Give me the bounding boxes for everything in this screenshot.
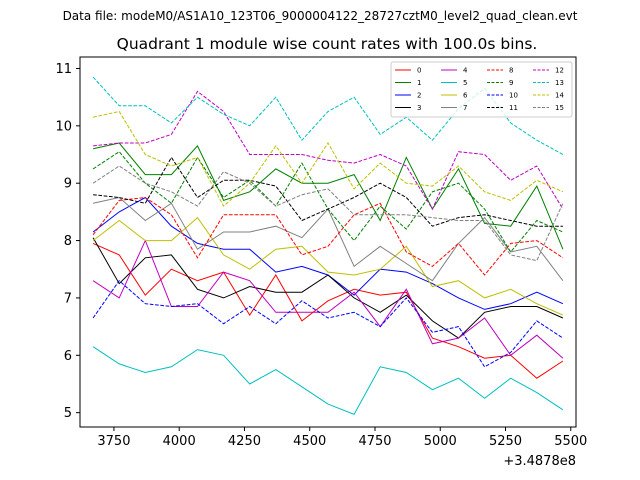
legend-label-11: 11 — [509, 104, 518, 112]
series-line-9 — [92, 151, 564, 253]
series-line-12 — [93, 90, 564, 211]
series-line-1 — [92, 142, 564, 250]
y-tick-label: 6 — [64, 349, 72, 364]
y-tick-label: 10 — [55, 119, 72, 134]
x-tick-label: 5500 — [554, 434, 587, 449]
legend-label-13: 13 — [555, 79, 564, 87]
series-line-3 — [92, 237, 564, 339]
legend-label-7: 7 — [463, 104, 467, 112]
series-lines — [92, 76, 564, 416]
series-line-11 — [93, 156, 563, 227]
y-tick-label: 8 — [64, 234, 72, 249]
series-line-0 — [92, 242, 564, 379]
chart-title: Quadrant 1 module wise count rates with … — [117, 35, 538, 53]
legend-label-15: 15 — [555, 104, 564, 112]
legend-label-14: 14 — [555, 92, 564, 100]
y-tick-label: 11 — [55, 62, 72, 77]
y-axis: 5 6 7 8 9 10 11 — [55, 62, 80, 421]
series-line-14 — [92, 110, 564, 207]
series-line-6 — [92, 216, 564, 316]
legend-label-8: 8 — [509, 67, 513, 75]
series-line-4 — [92, 239, 564, 359]
legend-label-4: 4 — [463, 67, 468, 75]
series-line-8 — [92, 196, 564, 276]
data-file-label: Data file: modeM0/AS1A10_123T06_90000041… — [63, 9, 578, 23]
x-axis-offset-label: +3.4878e8 — [503, 454, 576, 469]
x-tick-label: 5000 — [424, 434, 457, 449]
y-tick-label: 9 — [64, 177, 72, 192]
series-line-10 — [92, 279, 564, 368]
legend-label-1: 1 — [417, 79, 421, 87]
legend-frame — [390, 61, 573, 118]
x-tick-label: 4500 — [293, 434, 326, 449]
legend-label-3: 3 — [417, 104, 421, 112]
x-tick-label: 4250 — [228, 434, 261, 449]
series-line-15 — [92, 165, 564, 262]
legend-label-0: 0 — [417, 67, 421, 75]
legend-label-10: 10 — [509, 92, 518, 100]
plot-area-frame — [79, 56, 577, 428]
y-tick-label: 7 — [64, 291, 72, 306]
legend-label-6: 6 — [463, 92, 468, 100]
series-line-5 — [92, 346, 564, 416]
x-tick-label: 3750 — [97, 434, 130, 449]
legend-label-5: 5 — [463, 79, 467, 87]
legend-label-12: 12 — [555, 67, 564, 75]
legend-label-9: 9 — [509, 79, 513, 87]
x-tick-label: 4000 — [163, 434, 196, 449]
x-tick-label: 5250 — [489, 434, 522, 449]
series-line-2 — [92, 196, 564, 310]
x-axis: 3750 4000 4250 4500 4750 5000 5250 5500 — [97, 427, 587, 449]
y-tick-label: 5 — [64, 406, 72, 421]
legend-label-2: 2 — [417, 92, 421, 100]
x-tick-label: 4750 — [358, 434, 391, 449]
